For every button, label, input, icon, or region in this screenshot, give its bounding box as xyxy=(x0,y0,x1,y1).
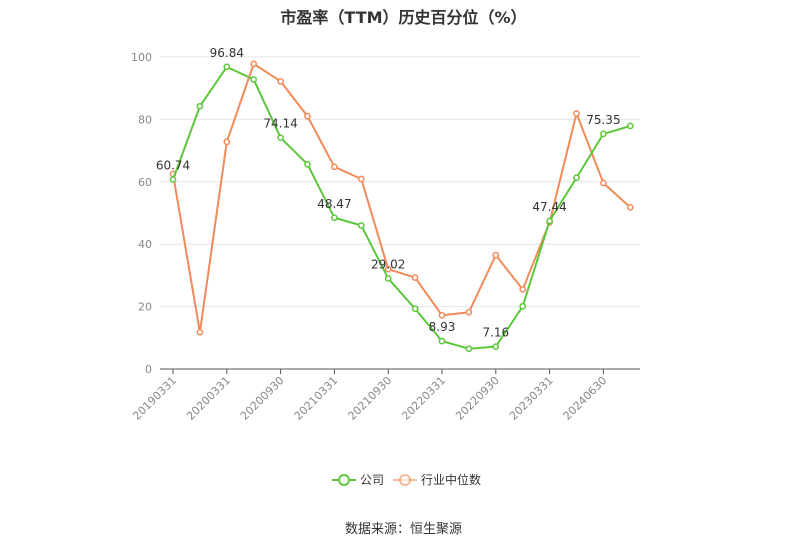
y-tick-label: 100 xyxy=(131,51,152,64)
data-point xyxy=(169,176,177,183)
data-point xyxy=(626,122,634,130)
data-label: 29.02 xyxy=(371,257,405,271)
y-tick-label: 60 xyxy=(138,176,152,189)
data-label: 7.16 xyxy=(482,326,509,340)
data-point xyxy=(277,134,284,142)
legend-marker-0 xyxy=(338,474,350,486)
data-label: 60.74 xyxy=(156,158,190,172)
data-point xyxy=(600,130,607,138)
data-point xyxy=(223,63,231,71)
data-point xyxy=(438,337,446,345)
data-point xyxy=(250,60,258,68)
data-point xyxy=(573,174,580,182)
data-point xyxy=(573,110,580,117)
x-tick-label: 20220930 xyxy=(453,374,502,423)
data-label: 75.35 xyxy=(586,113,620,127)
chart-title: 市盈率（TTM）历史百分位（%） xyxy=(280,8,527,27)
y-tick-label: 80 xyxy=(138,113,152,126)
data-point xyxy=(223,138,231,146)
series-line-1 xyxy=(172,62,631,334)
data-point xyxy=(357,222,365,229)
data-point xyxy=(411,305,419,313)
x-tick-label: 20210930 xyxy=(346,374,395,423)
data-point xyxy=(304,160,311,168)
data-source: 数据来源：恒生聚源 xyxy=(344,522,462,537)
data-point xyxy=(331,214,338,222)
data-point xyxy=(465,345,473,353)
y-tick-label: 20 xyxy=(138,301,152,314)
x-tick-label: 20200331 xyxy=(184,374,233,423)
legend-label-1: 行业中位数 xyxy=(421,472,481,487)
data-point xyxy=(277,77,284,85)
data-point xyxy=(492,251,500,259)
data-point xyxy=(357,175,365,183)
data-point xyxy=(250,76,258,83)
data-point xyxy=(546,217,553,225)
data-point xyxy=(304,112,311,120)
x-tick-label: 20190331 xyxy=(130,374,179,423)
data-point xyxy=(626,204,634,211)
data-point xyxy=(196,102,204,110)
series-line-0 xyxy=(172,65,631,350)
legend-marker-1 xyxy=(399,474,411,486)
data-point xyxy=(519,302,527,310)
data-label: 96.84 xyxy=(210,46,244,60)
data-point xyxy=(331,163,338,171)
x-tick-label: 20230331 xyxy=(507,374,556,423)
legend-label-0: 公司 xyxy=(360,473,384,487)
data-point xyxy=(492,343,500,351)
y-tick-label: 0 xyxy=(145,363,152,376)
data-point xyxy=(384,265,392,273)
data-point xyxy=(465,308,473,316)
data-label: 8.93 xyxy=(429,320,456,334)
y-tick-label: 40 xyxy=(138,238,152,251)
x-tick-label: 20210331 xyxy=(292,374,341,423)
x-tick-label: 20240630 xyxy=(561,374,610,423)
data-point xyxy=(600,179,607,187)
x-tick-label: 20200930 xyxy=(238,374,287,423)
data-label: 74.14 xyxy=(263,117,297,131)
data-point xyxy=(196,328,204,336)
x-tick-label: 20220331 xyxy=(399,374,448,423)
data-point xyxy=(384,275,392,282)
data-label: 48.47 xyxy=(317,197,351,211)
data-point xyxy=(438,311,446,319)
data-point xyxy=(519,286,527,293)
data-point xyxy=(411,274,419,281)
data-label: 47.44 xyxy=(532,200,566,214)
